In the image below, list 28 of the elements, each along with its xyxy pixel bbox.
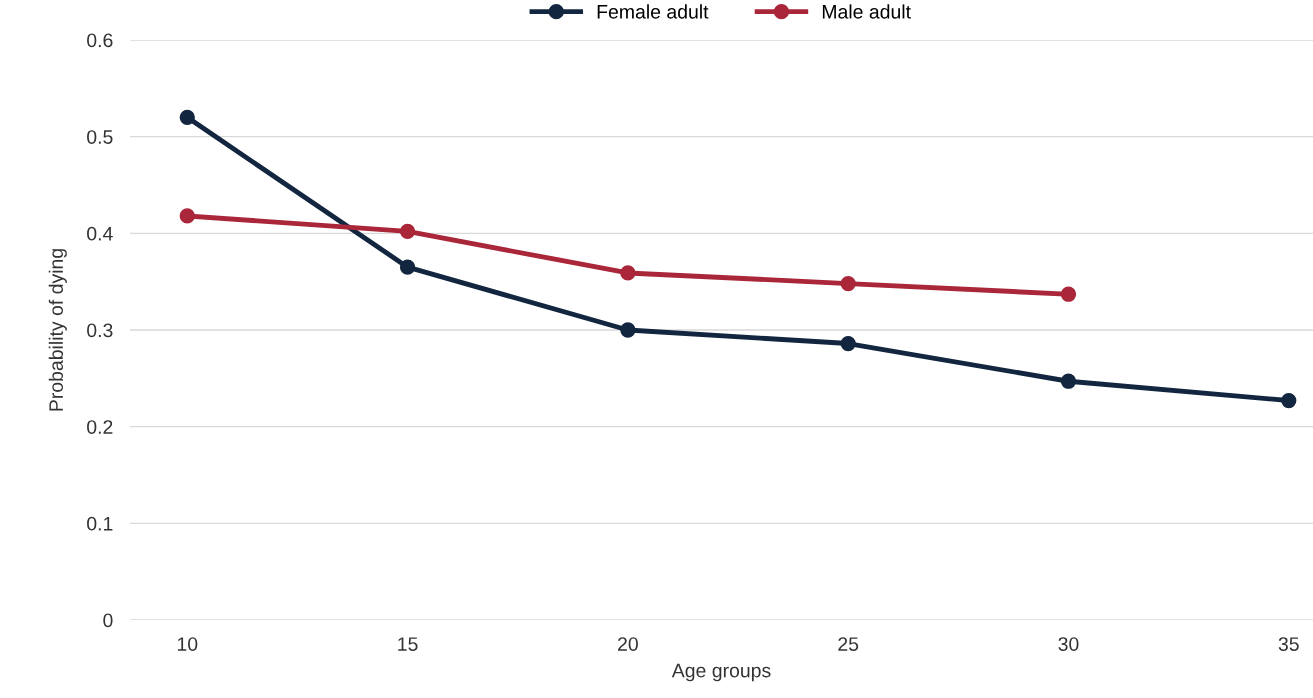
x-tick-label: 30 (1058, 637, 1079, 651)
point (399, 223, 416, 240)
legend-label: Male adult (822, 4, 911, 19)
point (1281, 392, 1297, 409)
y-axis-title: Probability of dying (48, 249, 67, 411)
point (620, 265, 636, 281)
x-tick-label: 15 (398, 637, 418, 651)
y-tick-label: 0.2 (87, 420, 113, 434)
y-tick-label: 0.3 (87, 323, 113, 338)
x-tick-label: 10 (177, 637, 198, 651)
y-tick-label: 0.6 (87, 33, 113, 48)
point (620, 322, 636, 338)
point (399, 259, 416, 275)
y-tick-label: 0.4 (87, 226, 113, 241)
point (179, 208, 195, 224)
point (840, 335, 856, 352)
point (840, 275, 856, 292)
y-tick-label: 0.1 (87, 516, 113, 531)
x-tick-label: 20 (618, 637, 638, 651)
x-tick-label: 35 (1278, 637, 1299, 651)
point (1060, 286, 1077, 302)
y-tick-label: 0 (103, 613, 113, 628)
x-tick-label: 25 (838, 637, 859, 651)
point (1060, 373, 1077, 389)
point (179, 109, 195, 125)
x-axis-title: Age groups (671, 663, 771, 682)
legend-label: Female adult (597, 4, 709, 19)
y-tick-label: 0.5 (87, 130, 113, 144)
